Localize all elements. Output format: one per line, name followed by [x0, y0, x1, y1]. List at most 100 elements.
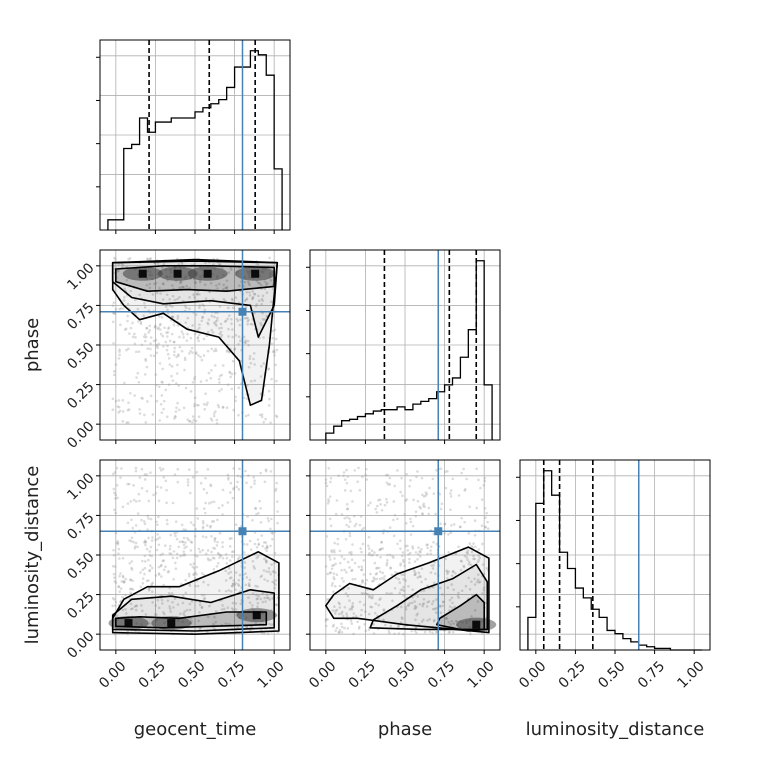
sample-point — [356, 480, 359, 484]
sample-point — [123, 328, 127, 331]
sample-point — [144, 357, 147, 361]
sample-point — [468, 505, 471, 509]
sample-point — [245, 397, 249, 401]
sample-point — [248, 357, 252, 361]
sample-point — [162, 263, 166, 266]
sample-point — [190, 600, 194, 603]
sample-point — [268, 397, 271, 401]
sample-point — [213, 537, 217, 541]
sample-point — [407, 585, 410, 588]
sample-point — [249, 361, 253, 365]
sample-point — [201, 519, 205, 523]
sample-point — [169, 610, 172, 613]
sample-point — [337, 474, 340, 478]
sample-point — [136, 512, 140, 515]
sample-point — [145, 365, 149, 369]
sample-point — [156, 346, 159, 350]
sample-point — [369, 605, 372, 609]
sample-point — [145, 547, 149, 551]
sample-point — [122, 580, 125, 583]
sample-point — [227, 327, 230, 331]
sample-point — [192, 562, 196, 566]
sample-point — [144, 540, 147, 544]
sample-point — [165, 348, 169, 352]
sample-point — [231, 582, 235, 586]
sample-point — [211, 556, 215, 560]
sample-point — [400, 573, 403, 576]
sample-point — [425, 543, 429, 547]
sample-point — [367, 544, 370, 548]
sample-point — [328, 517, 332, 521]
sample-point — [374, 507, 377, 511]
sample-point — [194, 281, 197, 285]
sample-point — [162, 559, 166, 562]
sample-point — [349, 489, 353, 493]
sample-point — [193, 281, 197, 284]
sample-point — [206, 615, 210, 619]
sample-point — [161, 467, 165, 471]
sample-point — [362, 573, 366, 576]
sample-point — [174, 567, 178, 571]
sample-point — [473, 533, 477, 537]
sample-point — [180, 262, 184, 266]
sample-point — [197, 415, 201, 418]
sample-point — [198, 326, 201, 330]
sample-point — [147, 587, 151, 591]
sample-point — [234, 581, 237, 585]
sample-point — [161, 282, 165, 285]
sample-point — [204, 261, 207, 265]
sample-point — [459, 568, 463, 572]
sample-point — [333, 605, 336, 608]
sample-point — [248, 584, 251, 588]
sample-point — [349, 619, 353, 623]
sample-point — [448, 598, 452, 602]
sample-point — [162, 476, 166, 479]
sample-point — [383, 503, 387, 507]
sample-point — [237, 584, 241, 587]
sample-point — [198, 323, 201, 326]
sample-point — [422, 495, 426, 498]
sample-point — [176, 468, 180, 471]
sample-point — [124, 577, 128, 581]
sample-point — [224, 286, 227, 290]
sample-point — [416, 576, 420, 579]
sample-point — [429, 571, 433, 574]
sample-point — [194, 419, 198, 423]
sample-point — [169, 533, 173, 537]
sample-point — [161, 559, 165, 563]
sample-point — [201, 527, 205, 530]
sample-point — [111, 564, 115, 568]
sample-point — [220, 373, 224, 377]
sample-point — [352, 612, 356, 615]
sample-point — [169, 552, 173, 556]
sample-point — [469, 632, 472, 636]
sample-point — [120, 580, 124, 583]
sample-point — [239, 318, 242, 322]
sample-point — [214, 610, 218, 613]
sample-point — [130, 539, 133, 543]
sample-point — [267, 367, 270, 371]
sample-point — [227, 478, 230, 481]
sample-point — [233, 348, 236, 351]
sample-point — [466, 549, 470, 552]
sample-point — [340, 513, 344, 516]
sample-point — [160, 598, 164, 602]
sample-point — [207, 318, 211, 321]
sample-point — [228, 370, 231, 374]
sample-point — [232, 408, 235, 412]
sample-point — [426, 600, 429, 604]
sample-point — [126, 502, 130, 505]
sample-point — [119, 307, 123, 310]
sample-point — [130, 560, 134, 563]
sample-point — [128, 256, 132, 260]
sample-point — [449, 489, 453, 492]
sample-point — [413, 560, 417, 563]
sample-point — [267, 567, 271, 570]
sample-point — [382, 609, 386, 612]
sample-point — [134, 500, 138, 503]
sample-point — [183, 368, 186, 372]
sample-point — [171, 379, 175, 382]
sample-point — [199, 481, 203, 485]
sample-point — [379, 597, 382, 600]
sample-point — [143, 413, 146, 417]
